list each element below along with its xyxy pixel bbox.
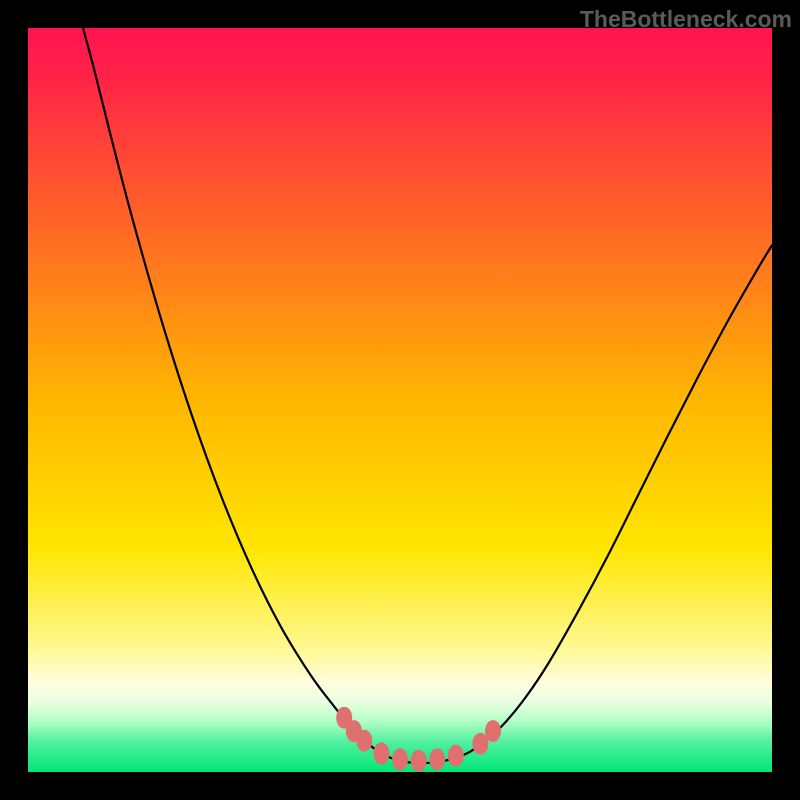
curve-marker <box>485 720 501 742</box>
curve-marker <box>373 742 389 764</box>
curve-marker <box>392 748 408 770</box>
curve-marker <box>429 748 445 770</box>
bottleneck-chart <box>28 28 772 772</box>
watermark-text: TheBottleneck.com <box>580 6 792 33</box>
curve-marker <box>448 745 464 767</box>
gradient-background <box>28 28 772 772</box>
curve-marker <box>411 750 427 772</box>
curve-marker <box>356 730 372 752</box>
